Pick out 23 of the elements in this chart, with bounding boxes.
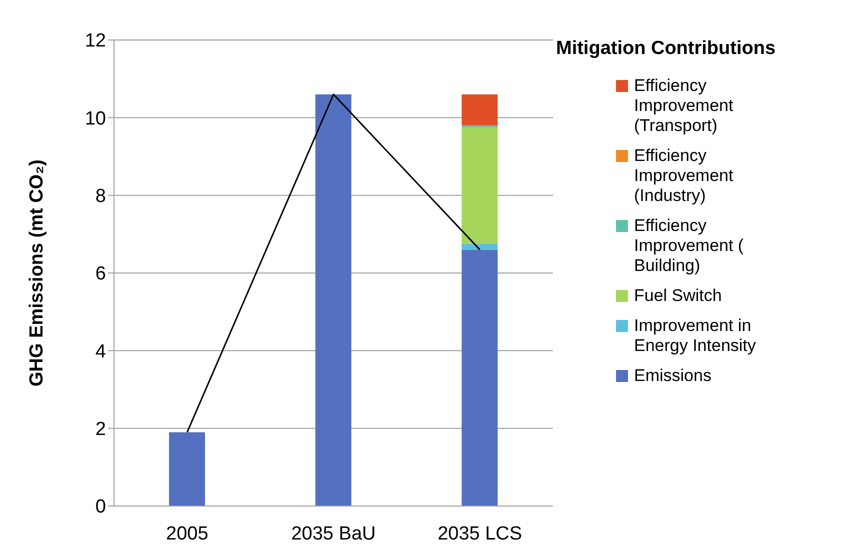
- x-tick-label: 2035 LCS: [438, 523, 522, 544]
- bar: [462, 127, 498, 244]
- legend-label: Efficiency Improvement (Industry): [634, 146, 734, 206]
- legend-label: Efficiency Improvement (Transport): [634, 76, 734, 136]
- legend-label: Improvement in Energy Intensity: [634, 316, 757, 356]
- y-tick-label: 0: [95, 496, 106, 518]
- y-tick-label: 6: [95, 264, 106, 285]
- y-tick-label: 4: [95, 341, 106, 362]
- legend-title: Mitigation Contributions: [556, 38, 777, 60]
- bar: [169, 432, 205, 506]
- y-tick-label: 8: [95, 186, 106, 208]
- legend-label: Emissions: [634, 366, 712, 386]
- bar: [315, 94, 352, 506]
- bar: [462, 94, 498, 126]
- y-axis-title: GHG Emissions (mt CO₂): [26, 160, 48, 386]
- bar: [462, 250, 498, 506]
- y-tick-label: 10: [84, 108, 106, 130]
- x-tick-label: 2005: [166, 523, 208, 544]
- y-tick-label: 2: [95, 419, 106, 440]
- x-tick-label: 2035 BaU: [291, 523, 376, 544]
- y-tick-label: 12: [84, 30, 106, 52]
- legend-label: Efficiency Improvement ( Building): [634, 216, 745, 276]
- legend-label: Fuel Switch: [634, 286, 723, 306]
